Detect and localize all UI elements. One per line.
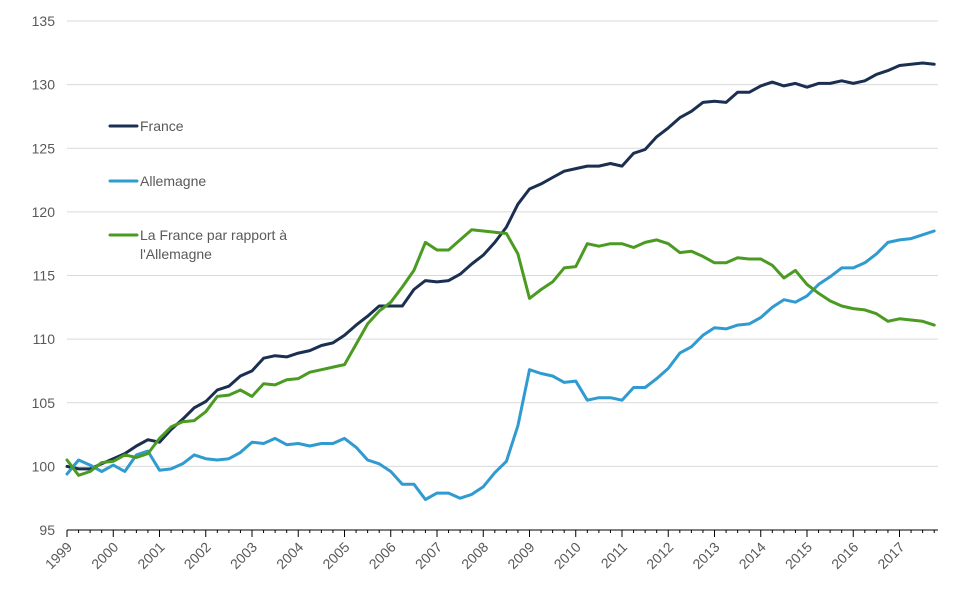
y-tick-label: 120: [32, 204, 56, 220]
x-tick-label: 2016: [828, 539, 861, 572]
x-tick-label: 2000: [88, 539, 121, 572]
legend-label-0: France: [140, 118, 184, 134]
axis-layer: 95 100 105 110 115 120 125 130 135 1999 2000 2001 20…: [32, 13, 938, 572]
x-tick-label: 2004: [273, 539, 306, 572]
y-tick-label: 130: [32, 77, 56, 93]
x-tick-label: 2010: [551, 539, 584, 572]
series-layer: [65, 61, 936, 501]
y-tick-label: 115: [33, 268, 56, 284]
x-tick-label: 2014: [736, 539, 769, 572]
x-tick-label: 2015: [782, 539, 815, 572]
y-tick-label: 105: [32, 395, 56, 411]
x-tick-label: 2011: [598, 539, 631, 572]
x-tick-label: 2008: [458, 539, 491, 572]
x-tick-label: 2017: [874, 539, 907, 572]
legend-label-1: Allemagne: [140, 173, 206, 189]
x-tick-label: 2006: [366, 539, 399, 572]
x-tick-label: 2002: [181, 539, 214, 572]
legend: France Allemagne La France par rapport à l'…: [108, 118, 287, 262]
x-tick-label: 2012: [643, 539, 676, 572]
series-line-2: [65, 228, 936, 477]
x-tick-label: 2007: [412, 539, 445, 572]
x-tick-label: 2001: [134, 539, 167, 572]
y-tick-label: 95: [39, 522, 55, 538]
y-tick-label: 125: [32, 140, 56, 156]
x-tick-label: 2005: [319, 539, 352, 572]
x-tick-label: 2003: [227, 539, 260, 572]
y-tick-label: 110: [33, 331, 56, 347]
legend-label-2: l'Allemagne: [140, 246, 212, 262]
y-tick-label: 135: [32, 13, 56, 29]
legend-label-2: La France par rapport à: [140, 227, 287, 243]
x-tick-label: 2013: [689, 539, 722, 572]
x-tick-label: 2009: [504, 539, 537, 572]
y-tick-label: 100: [32, 458, 56, 474]
series-line-1: [65, 229, 936, 501]
x-tick-label: 1999: [42, 539, 75, 572]
series-line-0: [65, 61, 936, 471]
